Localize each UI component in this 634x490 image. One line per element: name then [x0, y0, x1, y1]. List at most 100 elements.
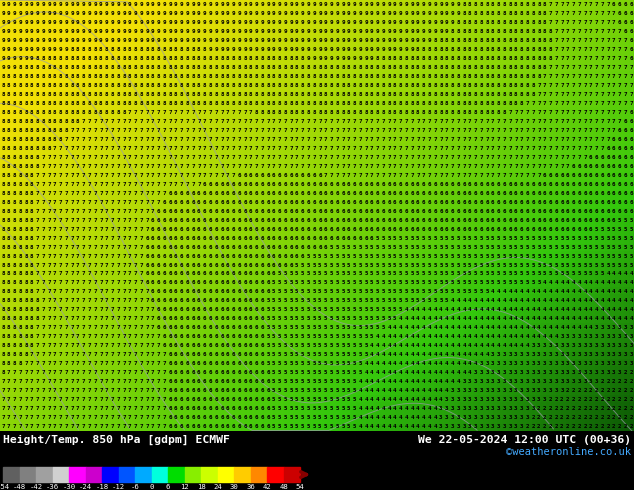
Text: 3: 3: [485, 361, 489, 367]
Text: 7: 7: [36, 370, 39, 375]
Text: 7: 7: [134, 307, 137, 313]
Text: 7: 7: [82, 415, 86, 420]
Text: 7: 7: [48, 388, 51, 393]
Text: 4: 4: [462, 317, 466, 321]
Text: 7: 7: [53, 199, 56, 205]
Text: 4: 4: [416, 361, 420, 367]
Text: 4: 4: [382, 424, 385, 429]
Text: 3: 3: [583, 370, 586, 375]
Text: 8: 8: [197, 47, 200, 52]
Text: 8: 8: [13, 361, 16, 367]
Text: 6: 6: [404, 199, 408, 205]
Text: 9: 9: [428, 11, 431, 16]
Text: 5: 5: [335, 298, 339, 303]
Text: 6: 6: [174, 397, 178, 402]
Text: 7: 7: [105, 406, 108, 411]
Text: 8: 8: [87, 56, 91, 61]
Text: 4: 4: [358, 406, 362, 411]
Text: 4: 4: [526, 325, 529, 330]
Text: 5: 5: [491, 236, 495, 241]
Text: 5: 5: [347, 334, 351, 340]
Text: 8: 8: [410, 101, 414, 106]
Text: 8: 8: [474, 38, 477, 43]
Text: 7: 7: [589, 83, 593, 88]
Text: 5: 5: [365, 253, 368, 259]
Text: 5: 5: [387, 271, 391, 276]
Text: 8: 8: [105, 92, 108, 97]
Text: 6: 6: [255, 199, 258, 205]
Text: 6: 6: [526, 199, 529, 205]
Text: 7: 7: [157, 146, 160, 151]
Text: 7: 7: [462, 164, 466, 169]
Text: 8: 8: [295, 56, 299, 61]
Text: 7: 7: [157, 334, 160, 340]
Text: 7: 7: [572, 137, 575, 142]
Text: 5: 5: [313, 325, 316, 330]
Text: 4: 4: [416, 352, 420, 357]
Text: 3: 3: [485, 379, 489, 384]
Text: 7: 7: [122, 388, 126, 393]
Text: 4: 4: [410, 325, 414, 330]
Text: 6: 6: [191, 290, 195, 294]
Text: 6: 6: [301, 199, 304, 205]
Text: 7: 7: [41, 253, 45, 259]
Text: 4: 4: [416, 424, 420, 429]
Text: 7: 7: [174, 164, 178, 169]
Text: 8: 8: [122, 83, 126, 88]
Text: 8: 8: [1, 146, 4, 151]
Text: 5: 5: [382, 298, 385, 303]
Text: 8: 8: [491, 110, 495, 115]
Text: 8: 8: [214, 83, 218, 88]
Text: 7: 7: [595, 2, 598, 7]
Text: 8: 8: [7, 298, 10, 303]
Text: 7: 7: [347, 155, 351, 160]
Text: 4: 4: [503, 325, 506, 330]
Text: 7: 7: [600, 56, 604, 61]
Text: 4: 4: [416, 343, 420, 348]
Text: 4: 4: [578, 298, 581, 303]
Text: 8: 8: [451, 101, 454, 106]
Text: 6: 6: [514, 209, 517, 214]
Text: 9: 9: [82, 38, 86, 43]
Text: 6: 6: [226, 199, 230, 205]
Text: 7: 7: [111, 415, 114, 420]
Text: 8: 8: [537, 74, 541, 79]
Text: 5: 5: [272, 290, 276, 294]
Text: 5: 5: [474, 290, 477, 294]
Text: 6: 6: [330, 226, 333, 232]
Text: 6: 6: [261, 253, 264, 259]
Text: 9: 9: [353, 47, 356, 52]
Text: 5: 5: [365, 352, 368, 357]
Text: 5: 5: [353, 317, 356, 321]
Text: 7: 7: [600, 119, 604, 124]
Text: 3: 3: [566, 361, 569, 367]
Text: 6: 6: [191, 263, 195, 268]
Text: 9: 9: [313, 47, 316, 52]
Text: 7: 7: [560, 155, 564, 160]
Text: 6: 6: [174, 280, 178, 286]
Text: 8: 8: [13, 119, 16, 124]
Text: 2: 2: [612, 388, 616, 393]
Text: 6: 6: [630, 128, 633, 133]
Text: 7: 7: [111, 128, 114, 133]
Text: 7: 7: [134, 325, 137, 330]
Text: 8: 8: [13, 209, 16, 214]
Text: 4: 4: [399, 352, 403, 357]
Text: 7: 7: [59, 298, 62, 303]
Text: 3: 3: [572, 343, 575, 348]
Text: 7: 7: [139, 263, 143, 268]
Text: 7: 7: [139, 199, 143, 205]
Text: 7: 7: [595, 110, 598, 115]
Text: 7: 7: [324, 164, 327, 169]
Text: 5: 5: [485, 290, 489, 294]
Text: 7: 7: [53, 424, 56, 429]
Text: 9: 9: [53, 29, 56, 34]
Text: 8: 8: [393, 101, 396, 106]
Text: 3: 3: [503, 379, 506, 384]
Text: 5: 5: [404, 263, 408, 268]
Text: 8: 8: [445, 110, 448, 115]
Text: 6: 6: [393, 199, 396, 205]
Text: 7: 7: [151, 182, 155, 187]
Text: 7: 7: [151, 388, 155, 393]
Text: 5: 5: [434, 280, 437, 286]
